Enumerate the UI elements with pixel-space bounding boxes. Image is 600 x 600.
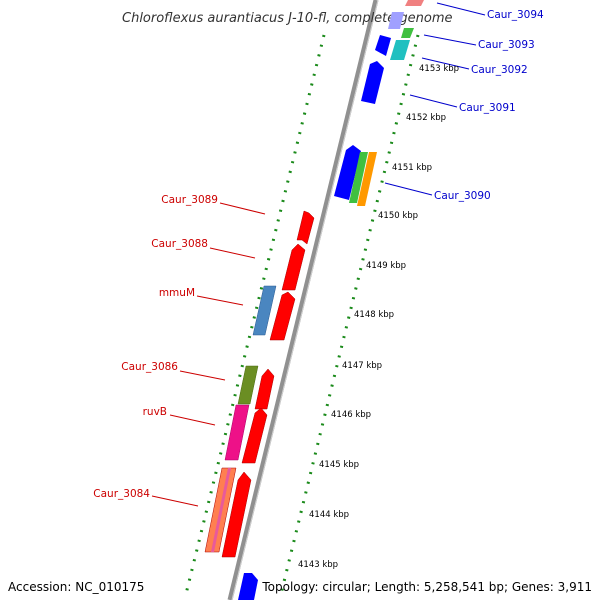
gene-label-caur-3088[interactable]: Caur_3088 <box>151 238 208 250</box>
scale-label-4149: 4149 kbp <box>366 261 406 271</box>
gene-ruvb[interactable] <box>224 404 250 461</box>
genome-backbone <box>227 0 379 600</box>
gene-caur-3089[interactable] <box>296 210 315 245</box>
gene-caur-3090-blue[interactable] <box>334 145 361 200</box>
outer-tick-track <box>183 34 326 599</box>
gene-label-caur-3094[interactable]: Caur_3094 <box>487 9 544 21</box>
scale-label-4145: 4145 kbp <box>319 460 359 470</box>
gene-label-caur-3093[interactable]: Caur_3093 <box>478 39 535 51</box>
gene-caur-3086[interactable] <box>237 365 259 405</box>
gene-caur-3094[interactable] <box>405 0 424 6</box>
backbone-highlight <box>231 0 379 600</box>
gene-label-ruvb[interactable]: ruvB <box>143 406 167 418</box>
gene-caur-3086-red[interactable] <box>254 368 275 410</box>
gene-bottom-blue[interactable] <box>238 573 258 600</box>
scale-label-4144: 4144 kbp <box>309 510 349 520</box>
gene-caur-3084[interactable] <box>221 471 252 558</box>
scale-label-4143: 4143 kbp <box>298 560 338 570</box>
gene-caur-3091[interactable] <box>361 61 384 104</box>
reverse-leader-lines <box>151 202 266 507</box>
gene-caur-3093-blue[interactable] <box>375 35 391 56</box>
gene-label-mmum[interactable]: mmuM <box>159 287 195 299</box>
scale-label-4146: 4146 kbp <box>331 410 371 420</box>
gene-ruvb-red[interactable] <box>241 407 268 464</box>
gene-caur-3090-orange[interactable] <box>357 152 377 206</box>
scale-label-4151: 4151 kbp <box>392 163 432 173</box>
gene-caur-3088[interactable] <box>281 243 306 291</box>
gene-label-caur-3091[interactable]: Caur_3091 <box>459 102 516 114</box>
gene-caur-3093[interactable] <box>388 12 404 29</box>
gene-label-caur-3092[interactable]: Caur_3092 <box>471 64 528 76</box>
gene-caur-3092[interactable] <box>390 40 410 60</box>
scale-label-4152: 4152 kbp <box>406 113 446 123</box>
gene-caur-3090[interactable] <box>349 152 368 203</box>
genome-summary-text: Topology: circular; Length: 5,258,541 bp… <box>262 580 592 594</box>
gene-label-caur-3084[interactable]: Caur_3084 <box>93 488 150 500</box>
scale-label-4150: 4150 kbp <box>378 211 418 221</box>
gene-label-caur-3090[interactable]: Caur_3090 <box>434 190 491 202</box>
gene-label-caur-3089[interactable]: Caur_3089 <box>161 194 218 206</box>
scale-label-4147: 4147 kbp <box>342 361 382 371</box>
gene-mmum-forward[interactable] <box>269 291 296 341</box>
scale-label-4153: 4153 kbp <box>419 64 459 74</box>
page-title: Chloroflexus aurantiacus J-10-fl, comple… <box>122 11 453 26</box>
gene-caur-3084-band <box>211 468 231 552</box>
forward-leader-lines <box>384 2 486 196</box>
gene-label-caur-3086[interactable]: Caur_3086 <box>121 361 178 373</box>
accession-text: Accession: NC_010175 <box>8 580 145 594</box>
gene-caur-3093-green[interactable] <box>401 28 414 38</box>
gene-mmum[interactable] <box>252 285 277 336</box>
scale-label-4148: 4148 kbp <box>354 310 394 320</box>
